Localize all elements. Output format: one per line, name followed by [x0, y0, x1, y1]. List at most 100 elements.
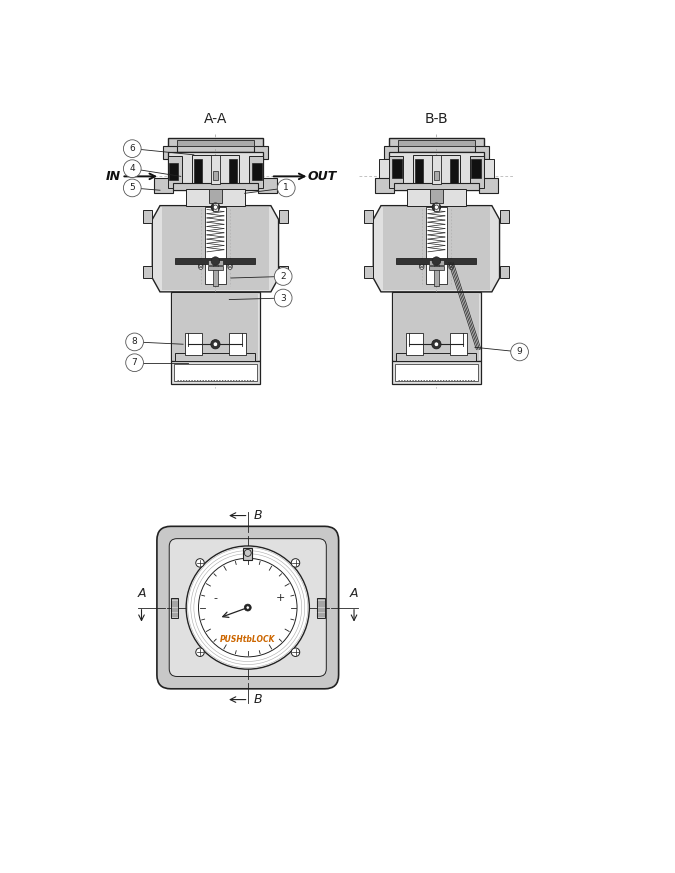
Bar	[394, 182, 479, 190]
Circle shape	[196, 559, 205, 567]
Text: 4: 4	[130, 164, 135, 173]
Bar	[434, 265, 439, 285]
Circle shape	[292, 559, 300, 567]
Text: 5: 5	[130, 183, 135, 192]
Circle shape	[211, 203, 219, 211]
Bar	[177, 141, 254, 146]
Bar	[279, 210, 288, 223]
Circle shape	[211, 257, 219, 265]
FancyBboxPatch shape	[169, 539, 326, 677]
Bar	[243, 548, 252, 560]
Circle shape	[213, 342, 218, 347]
Text: OUT: OUT	[307, 170, 336, 182]
Text: B-B: B-B	[425, 113, 448, 127]
Bar	[395, 364, 478, 382]
Bar	[192, 155, 238, 186]
Circle shape	[420, 262, 424, 266]
Bar	[171, 292, 260, 361]
Bar	[174, 364, 257, 382]
Bar	[167, 155, 182, 188]
Bar	[394, 293, 479, 360]
Text: -: -	[213, 594, 217, 603]
Text: 3: 3	[280, 293, 286, 303]
Circle shape	[228, 264, 232, 268]
Circle shape	[124, 140, 141, 157]
Circle shape	[449, 259, 453, 264]
Bar	[173, 182, 258, 190]
Bar	[471, 160, 481, 178]
Bar	[398, 141, 475, 146]
Bar	[375, 178, 394, 193]
Text: 8: 8	[132, 338, 138, 347]
Circle shape	[274, 289, 292, 307]
Text: B: B	[254, 509, 263, 522]
Circle shape	[449, 265, 453, 270]
Bar	[208, 260, 223, 265]
Bar	[230, 333, 246, 355]
Circle shape	[246, 606, 250, 609]
Circle shape	[434, 205, 439, 210]
Bar	[482, 160, 494, 186]
Bar	[154, 178, 173, 193]
Bar	[429, 265, 444, 271]
Bar	[396, 258, 477, 265]
Circle shape	[126, 354, 143, 372]
Circle shape	[198, 262, 203, 266]
Bar	[434, 171, 439, 180]
Circle shape	[213, 205, 217, 210]
Circle shape	[420, 264, 424, 268]
Bar	[213, 265, 218, 285]
Polygon shape	[153, 206, 279, 292]
Bar	[475, 146, 489, 160]
Bar	[450, 160, 458, 182]
Bar	[396, 354, 477, 361]
Circle shape	[277, 179, 295, 196]
Bar	[161, 207, 269, 291]
Circle shape	[244, 604, 251, 611]
Text: PUSHtbLOCK: PUSHtbLOCK	[220, 636, 275, 644]
Text: A-A: A-A	[204, 113, 227, 127]
Circle shape	[228, 259, 232, 264]
Bar	[434, 203, 439, 211]
Bar	[406, 333, 423, 355]
Bar	[249, 155, 263, 188]
Bar	[185, 333, 202, 355]
Circle shape	[198, 260, 203, 265]
Bar	[383, 207, 490, 291]
Bar	[176, 258, 255, 265]
Bar	[213, 203, 218, 211]
Bar	[364, 210, 373, 223]
Bar	[143, 265, 153, 278]
Circle shape	[432, 257, 441, 265]
Bar	[208, 265, 223, 271]
Circle shape	[228, 265, 232, 270]
Bar	[429, 260, 444, 265]
Circle shape	[449, 260, 453, 265]
Bar	[279, 265, 288, 278]
Bar	[389, 155, 402, 188]
Circle shape	[198, 264, 203, 268]
Bar	[254, 146, 268, 160]
Bar	[426, 207, 448, 285]
Circle shape	[244, 549, 251, 556]
Bar	[163, 146, 177, 160]
Text: B: B	[254, 693, 263, 706]
Bar	[169, 163, 178, 180]
Circle shape	[432, 340, 441, 349]
Circle shape	[211, 340, 220, 349]
Circle shape	[126, 333, 143, 351]
Bar	[258, 178, 277, 193]
Circle shape	[124, 160, 141, 177]
Bar	[470, 155, 484, 188]
Bar	[252, 163, 262, 180]
Bar	[384, 146, 398, 160]
Bar	[211, 155, 220, 184]
Text: 7: 7	[132, 358, 138, 368]
Bar	[432, 155, 441, 184]
Circle shape	[198, 559, 297, 656]
Text: A: A	[137, 587, 146, 600]
Bar	[176, 354, 255, 361]
Bar	[392, 160, 402, 178]
Circle shape	[434, 342, 439, 347]
Text: +: +	[275, 594, 285, 603]
